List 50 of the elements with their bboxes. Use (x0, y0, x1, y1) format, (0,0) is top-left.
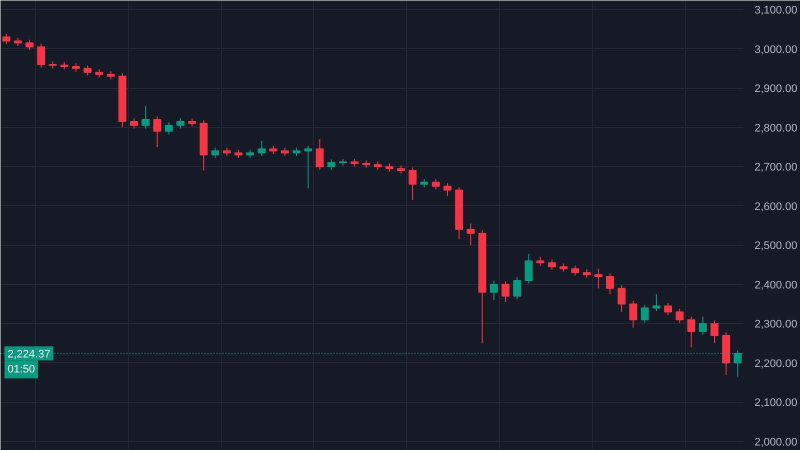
candlestick (432, 178, 440, 190)
y-tick-label: 2,200.00 (754, 358, 798, 370)
candlestick (316, 138, 324, 170)
candlestick (536, 256, 544, 266)
y-tick-label: 3,100.00 (754, 4, 798, 17)
candlestick (687, 316, 696, 348)
candlestick (664, 302, 672, 316)
y-tick-label: 2,300.00 (754, 318, 798, 331)
y-tick-label: 2,000.00 (754, 436, 798, 448)
y-tick-label: 2,800.00 (754, 122, 798, 134)
candlestick (408, 166, 417, 200)
candlestick (153, 116, 162, 148)
candlestick (443, 182, 452, 197)
candlestick (304, 145, 312, 189)
candlestick (571, 265, 580, 276)
candlestick (490, 280, 498, 301)
candlestick (258, 140, 266, 156)
candlestick (618, 284, 626, 312)
y-tick-label: 3,000.00 (754, 44, 798, 56)
candlestick (652, 294, 660, 312)
ref-line-label: 2,224.37 (8, 348, 50, 360)
candlestick (164, 122, 173, 135)
candlestick (84, 64, 92, 76)
y-tick-label: 2,600.00 (754, 200, 798, 213)
annotation: 01:50 (8, 363, 36, 376)
candlestick (606, 272, 614, 295)
candlestick (698, 316, 707, 336)
candlestick (211, 147, 220, 158)
candlestick (26, 39, 34, 50)
y-tick-label: 2,400.00 (754, 279, 798, 292)
y-tick-label: 2,100.00 (754, 397, 798, 410)
candlestick (37, 43, 46, 68)
candlestick (629, 300, 638, 328)
candlestick (640, 304, 649, 324)
candlestick (513, 276, 522, 300)
candlestick (502, 280, 510, 303)
candlestick (130, 118, 138, 130)
candlestick (676, 308, 684, 324)
candlestick (176, 118, 184, 130)
candlestick (327, 159, 336, 170)
candlestick (524, 253, 533, 284)
candlestick (710, 320, 718, 344)
candlestick (2, 33, 10, 45)
candlestick (142, 105, 150, 130)
y-tick-label: 2,700.00 (754, 162, 798, 174)
candlestick (594, 268, 602, 289)
candlestick (466, 223, 475, 246)
y-tick-label: 2,900.00 (754, 83, 798, 96)
candlestick (548, 259, 556, 270)
y-tick-label: 2,500.00 (754, 240, 798, 252)
